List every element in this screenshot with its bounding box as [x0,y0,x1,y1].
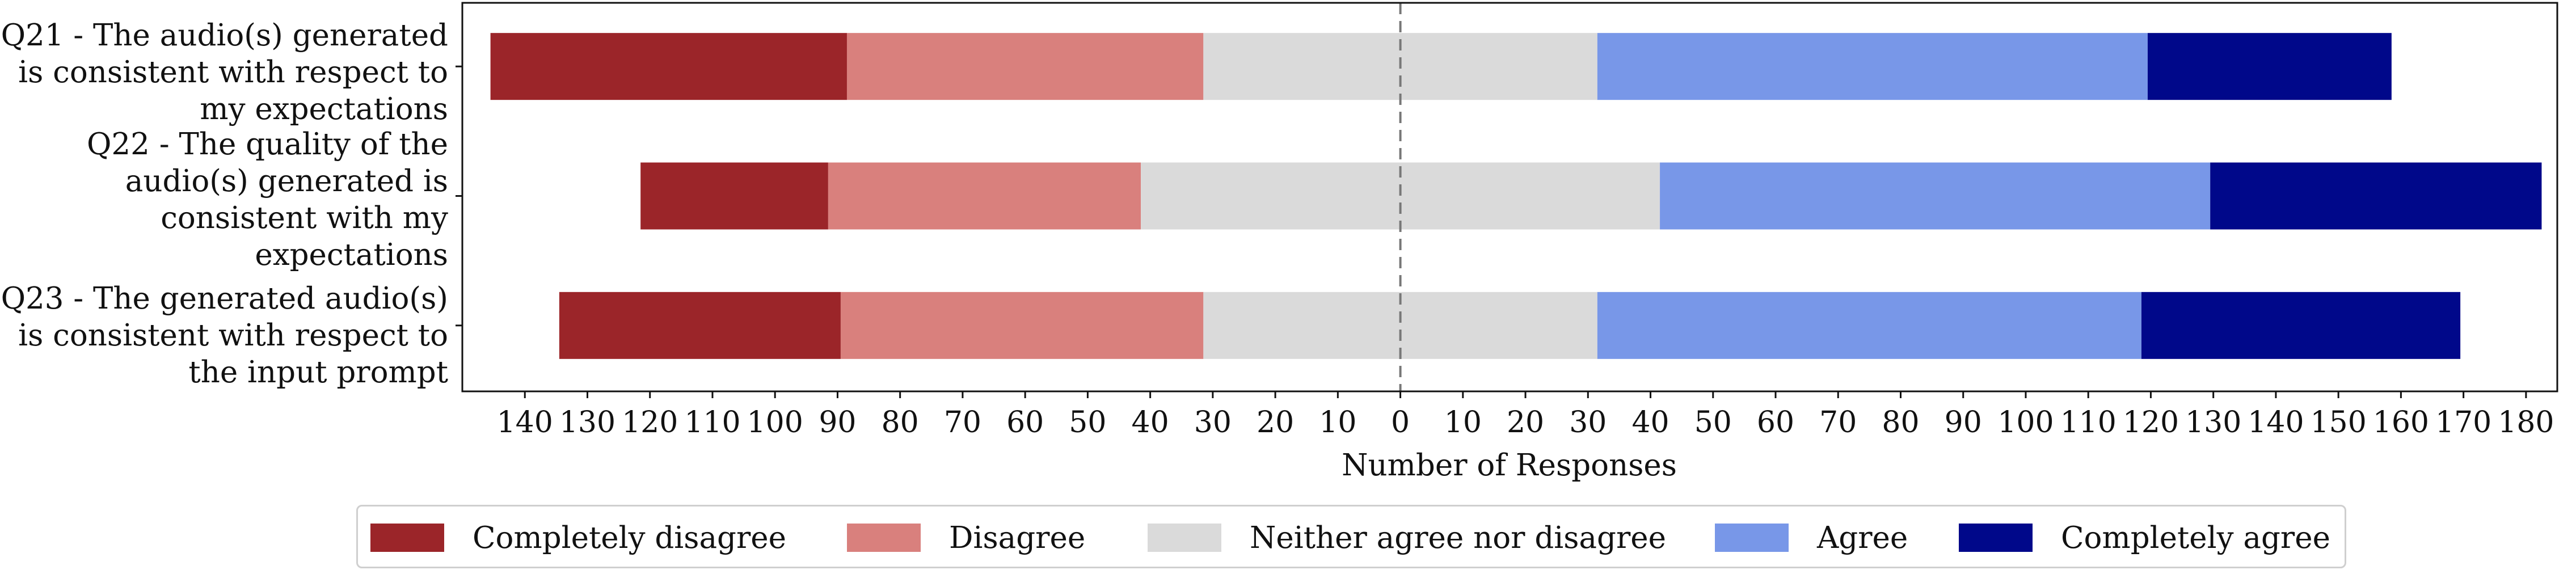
x-tick-label: 160 [2373,406,2429,440]
category-label-line: Q21 - The audio(s) generated [1,18,448,53]
legend-swatch [370,524,444,552]
bar-disagree [840,292,1204,359]
x-tick-label: 110 [2060,406,2117,440]
bar-agree [1597,33,2148,100]
bar-disagree [828,162,1141,230]
x-tick-label: 70 [1819,406,1857,440]
x-tick-label: 140 [497,406,553,440]
x-tick-label: 20 [1257,406,1294,440]
legend-label: Agree [1817,520,1908,555]
legend-swatch [1715,524,1789,552]
x-tick-label: 0 [1391,406,1410,440]
legend-label: Disagree [949,520,1086,555]
category-label-line: the input prompt [188,355,448,390]
category-label-line: is consistent with respect to [18,318,448,353]
legend-label: Completely agree [2061,520,2330,555]
x-tick-label: 120 [622,406,678,440]
x-tick-label: 40 [1631,406,1669,440]
legend: Completely disagree Disagree Neither agr… [356,505,2346,568]
x-tick-label: 50 [1694,406,1732,440]
x-tick-label: 130 [2185,406,2241,440]
x-tick-label: 170 [2435,406,2491,440]
x-tick-label: 40 [1132,406,1169,440]
legend-item-completely-disagree: Completely disagree [370,518,786,558]
category-label-line: consistent with my [161,201,448,235]
x-tick-label: 80 [882,406,919,440]
x-tick-label: 60 [1006,406,1044,440]
x-tick-label: 130 [559,406,615,440]
legend-item-agree: Agree [1715,518,1908,558]
bar-completely-agree [2147,33,2392,100]
x-axis-label: Number of Responses [1342,448,1677,483]
x-tick-label: 30 [1194,406,1232,440]
x-tick-label: 20 [1507,406,1544,440]
bar-completely-disagree [640,162,828,230]
x-tick-label: 150 [2311,406,2367,440]
category-label-line: audio(s) generated is [125,164,448,199]
x-tick-label: 70 [944,406,981,440]
x-tick-label: 80 [1882,406,1919,440]
x-tick-label: 120 [2123,406,2179,440]
legend-label: Neither agree nor disagree [1250,520,1667,555]
category-label-q22: Q22 - The quality of the audio(s) genera… [0,126,448,273]
bar-disagree [846,33,1204,100]
x-tick-label: 110 [684,406,740,440]
chart: 140 130 120 110 100 90 80 70 60 50 40 30 20 10 0 10 20 30… [456,2,2558,483]
x-tick-label: 140 [2248,406,2304,440]
x-tick-label: 60 [1757,406,1794,440]
bar-agree [1660,162,2211,230]
bar-completely-disagree [490,33,847,100]
legend-swatch [1148,524,1221,552]
x-tick-label: 180 [2498,406,2554,440]
x-tick-label: 50 [1069,406,1106,440]
category-label-q21: Q21 - The audio(s) generated is consiste… [0,17,448,128]
x-tick-label: 10 [1319,406,1356,440]
legend-item-completely-agree: Completely agree [1959,518,2330,558]
x-tick-label: 100 [747,406,803,440]
x-tick-label: 10 [1444,406,1482,440]
bar-completely-disagree [559,292,841,359]
category-label-q23: Q23 - The generated audio(s) is consiste… [0,280,448,391]
bar-completely-agree [2210,162,2542,230]
category-label-line: Q22 - The quality of the [86,127,448,162]
legend-item-disagree: Disagree [847,518,1085,558]
x-tick-label: 30 [1569,406,1607,440]
legend-label: Completely disagree [473,520,787,555]
category-label-line: is consistent with respect to [18,55,448,90]
x-tick-label: 90 [819,406,856,440]
legend-item-neither: Neither agree nor disagree [1148,518,1666,558]
legend-swatch [1959,524,2033,552]
bar-completely-agree [2141,292,2461,359]
category-label-line: Q23 - The generated audio(s) [1,281,448,316]
plot-frame [461,2,2558,392]
legend-swatch [847,524,921,552]
x-tick-label: 100 [1997,406,2054,440]
bar-agree [1597,292,2141,359]
category-label-line: my expectations [200,92,448,126]
category-label-line: expectations [255,238,448,272]
x-tick-label: 90 [1945,406,1982,440]
